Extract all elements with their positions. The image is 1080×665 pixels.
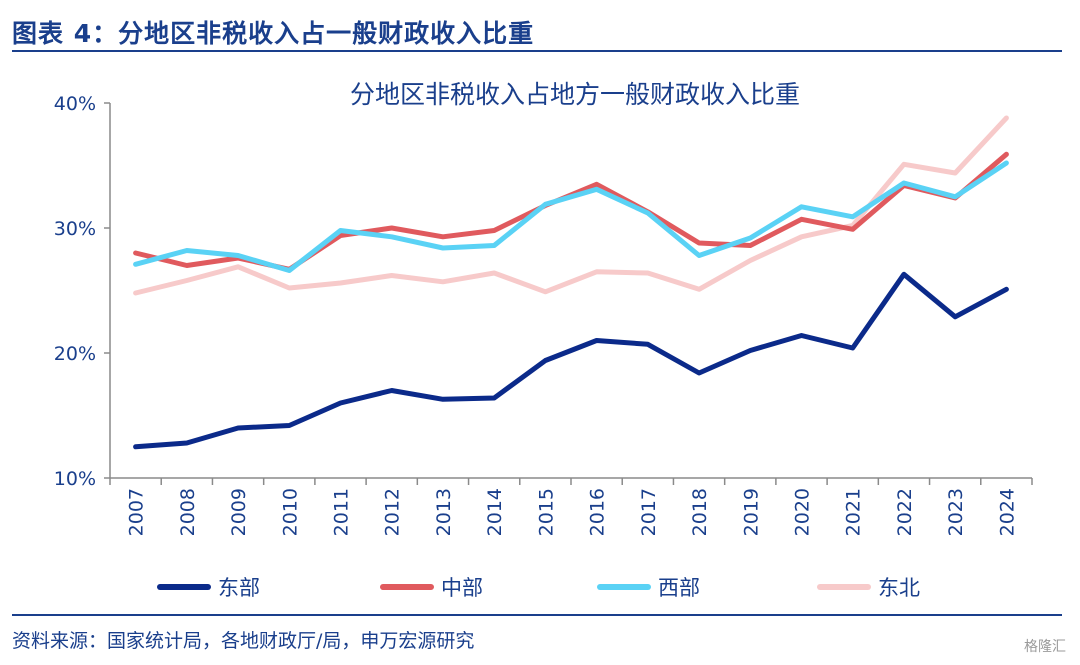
x-tick-label: 2017 bbox=[638, 488, 660, 536]
x-tick-label: 2008 bbox=[177, 488, 199, 536]
y-tick-label: 40% bbox=[54, 93, 96, 115]
y-tick-label: 30% bbox=[54, 218, 96, 240]
x-tick-label: 2010 bbox=[279, 488, 301, 536]
figure-title: 图表 4：分地区非税收入占一般财政收入比重 bbox=[12, 19, 535, 48]
y-tick-label: 20% bbox=[54, 343, 96, 365]
x-tick-label: 2011 bbox=[331, 488, 353, 536]
x-tick-label: 2024 bbox=[996, 488, 1018, 536]
series-line-1 bbox=[133, 151, 1009, 272]
line-chart: 分地区非税收入占地方一般财政收入比重 10% 20% 30% 40% 2007 2008 2… bbox=[54, 80, 1033, 600]
series-line-2 bbox=[133, 160, 1009, 273]
legend-label: 西部 bbox=[658, 576, 700, 600]
chart-legend: 东部 中部 西部 东北 bbox=[157, 576, 920, 600]
x-tick-label: 2013 bbox=[433, 488, 455, 536]
top-divider bbox=[12, 50, 1062, 52]
x-tick-label: 2015 bbox=[535, 488, 557, 536]
series-lines bbox=[133, 115, 1009, 450]
x-tick-label: 2009 bbox=[228, 488, 250, 536]
x-tick-label: 2023 bbox=[945, 488, 967, 536]
x-tick-label: 2020 bbox=[792, 488, 814, 536]
x-tick-label: 2016 bbox=[587, 488, 609, 536]
x-tick-label: 2022 bbox=[894, 488, 916, 536]
series-line-3 bbox=[133, 115, 1009, 296]
x-tick-label: 2007 bbox=[126, 488, 148, 536]
chart-axes: 10% 20% 30% 40% 2007 2008 2009 2010 2011 2012 2013… bbox=[54, 93, 1033, 536]
legend-label: 东北 bbox=[878, 576, 920, 600]
x-tick-label: 2018 bbox=[689, 488, 711, 536]
watermark-logo: 格隆汇 bbox=[1024, 639, 1066, 655]
chart-title: 分地区非税收入占地方一般财政收入比重 bbox=[350, 80, 800, 109]
x-tick-label: 2021 bbox=[843, 488, 865, 536]
x-tick-label: 2019 bbox=[740, 488, 762, 536]
legend-label: 东部 bbox=[218, 576, 260, 600]
source-note: 资料来源：国家统计局，各地财政厅/局，申万宏源研究 bbox=[12, 630, 475, 652]
series-line-0 bbox=[133, 271, 1009, 450]
x-tick-label: 2014 bbox=[484, 488, 506, 536]
bottom-divider bbox=[12, 614, 1062, 616]
y-tick-label: 10% bbox=[54, 468, 96, 490]
x-tick-label: 2012 bbox=[382, 488, 404, 536]
legend-label: 中部 bbox=[441, 576, 483, 600]
